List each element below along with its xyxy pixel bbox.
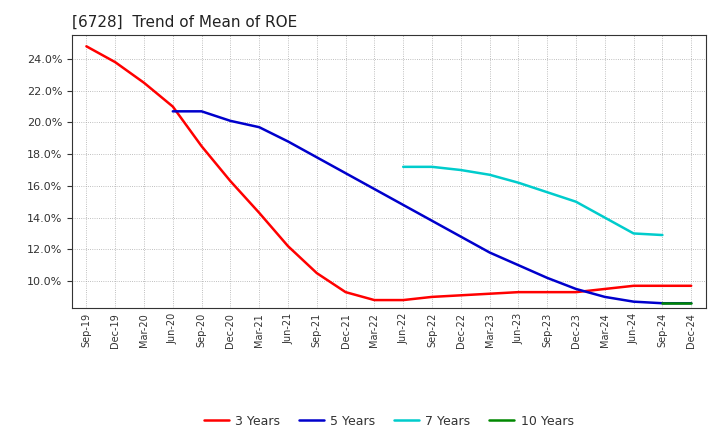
5 Years — [658, 301, 667, 306]
5 Years — [629, 299, 638, 304]
5 Years — [370, 187, 379, 192]
3 Years — [312, 271, 321, 276]
3 Years — [600, 286, 609, 292]
5 Years — [168, 109, 177, 114]
7 Years — [658, 232, 667, 238]
Line: 7 Years: 7 Years — [403, 167, 662, 235]
7 Years — [629, 231, 638, 236]
3 Years — [341, 290, 350, 295]
10 Years — [658, 301, 667, 306]
5 Years — [456, 234, 465, 239]
3 Years — [255, 210, 264, 216]
7 Years — [399, 164, 408, 169]
Legend: 3 Years, 5 Years, 7 Years, 10 Years: 3 Years, 5 Years, 7 Years, 10 Years — [199, 410, 579, 433]
10 Years — [687, 301, 696, 306]
3 Years — [197, 143, 206, 149]
3 Years — [428, 294, 436, 300]
7 Years — [600, 215, 609, 220]
3 Years — [284, 243, 292, 249]
7 Years — [514, 180, 523, 185]
3 Years — [111, 59, 120, 65]
3 Years — [687, 283, 696, 289]
3 Years — [629, 283, 638, 289]
5 Years — [687, 301, 696, 306]
Line: 5 Years: 5 Years — [173, 111, 691, 303]
3 Years — [572, 290, 580, 295]
5 Years — [428, 218, 436, 224]
5 Years — [572, 286, 580, 292]
5 Years — [312, 155, 321, 160]
3 Years — [485, 291, 494, 297]
3 Years — [370, 297, 379, 303]
3 Years — [168, 104, 177, 109]
5 Years — [197, 109, 206, 114]
5 Years — [284, 139, 292, 144]
3 Years — [456, 293, 465, 298]
5 Years — [543, 275, 552, 281]
3 Years — [140, 80, 148, 85]
5 Years — [255, 125, 264, 130]
5 Years — [514, 263, 523, 268]
Text: [6728]  Trend of Mean of ROE: [6728] Trend of Mean of ROE — [72, 15, 297, 30]
3 Years — [543, 290, 552, 295]
3 Years — [658, 283, 667, 289]
3 Years — [226, 179, 235, 184]
5 Years — [226, 118, 235, 124]
3 Years — [82, 44, 91, 49]
7 Years — [428, 164, 436, 169]
Line: 3 Years: 3 Years — [86, 46, 691, 300]
7 Years — [572, 199, 580, 204]
7 Years — [456, 167, 465, 172]
7 Years — [543, 190, 552, 195]
3 Years — [399, 297, 408, 303]
5 Years — [600, 294, 609, 300]
7 Years — [485, 172, 494, 177]
5 Years — [485, 250, 494, 255]
5 Years — [399, 202, 408, 208]
5 Years — [341, 171, 350, 176]
3 Years — [514, 290, 523, 295]
